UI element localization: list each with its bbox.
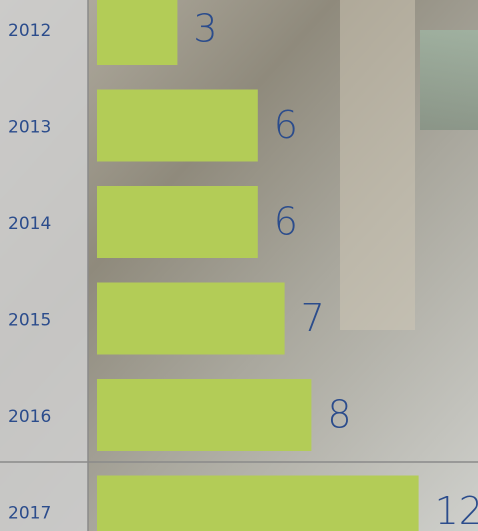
background-detail <box>420 30 478 130</box>
bar <box>97 186 258 258</box>
y-tick-label: 2014 <box>8 214 51 234</box>
bar <box>97 283 285 355</box>
label-column <box>0 0 88 531</box>
bar <box>97 379 311 451</box>
bar <box>97 0 177 65</box>
value-label: 6 <box>274 200 298 244</box>
y-tick-label: 2015 <box>8 311 51 331</box>
page: {"chart_data": {"type": "bar", "orientat… <box>0 0 478 531</box>
y-tick-label: 2017 <box>8 504 51 524</box>
y-tick-label: 2013 <box>8 118 51 138</box>
y-tick-label: 2016 <box>8 407 51 427</box>
background-detail <box>340 0 415 330</box>
value-label: 3 <box>193 7 217 51</box>
chart: 2012 3 2013 6 2014 6 2015 7 2016 8 2017 12 <box>0 0 478 531</box>
value-label: 7 <box>301 296 325 340</box>
value-label: 6 <box>274 103 298 147</box>
bar <box>97 90 258 162</box>
value-label: 12 <box>435 489 478 531</box>
value-label: 8 <box>327 393 351 437</box>
bar <box>97 476 419 531</box>
y-tick-label: 2012 <box>8 21 51 41</box>
